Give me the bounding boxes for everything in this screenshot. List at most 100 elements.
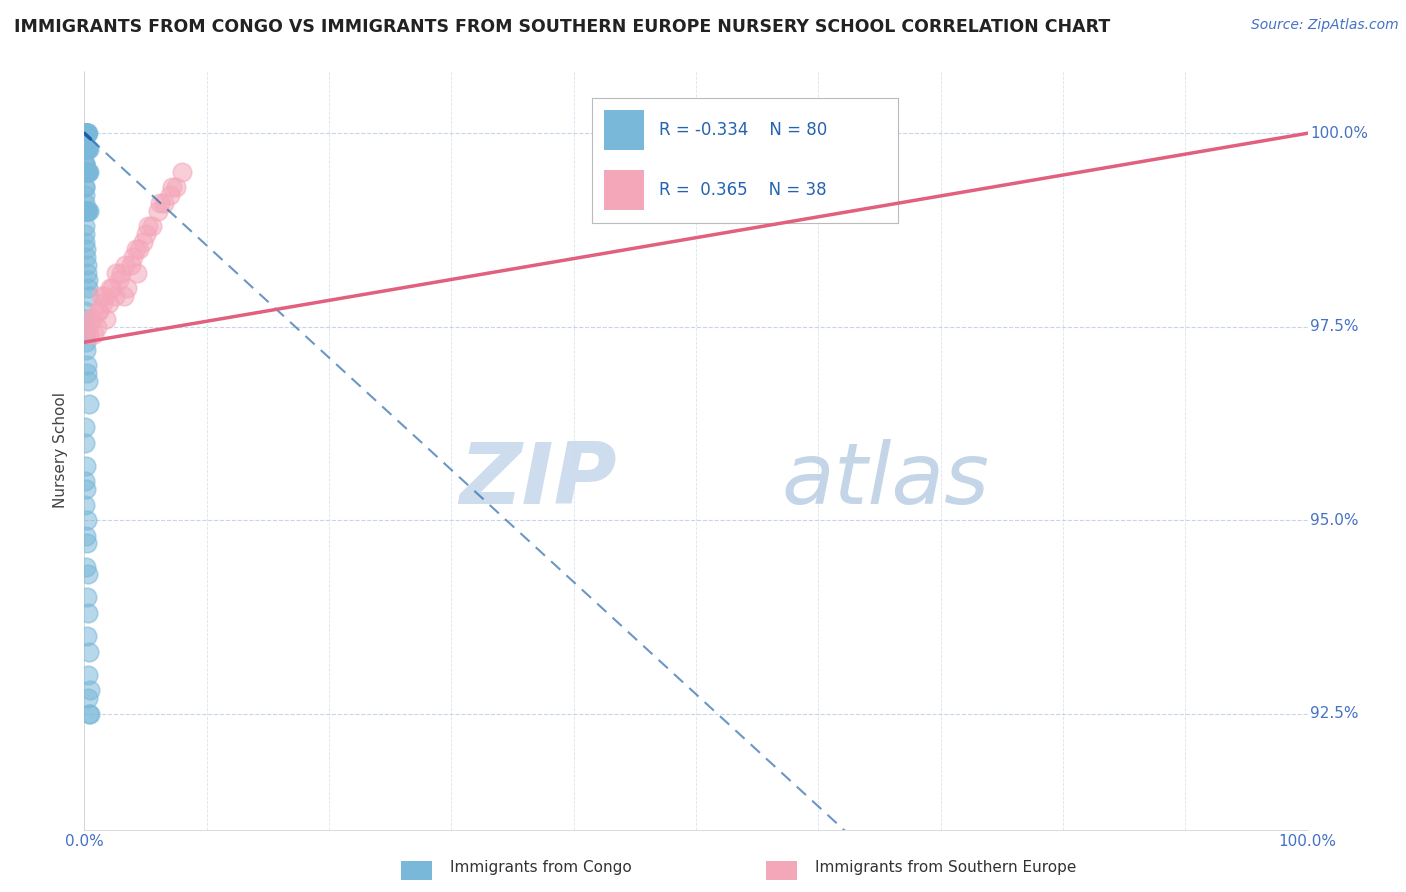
Point — [75, 142, 97, 156]
Point — [125, 266, 148, 280]
Point — [162, 180, 184, 194]
Point — [76, 567, 98, 582]
Point — [141, 219, 163, 233]
Point — [75, 227, 97, 241]
Point — [77, 165, 100, 179]
Point — [153, 195, 176, 210]
Point — [76, 126, 98, 140]
Text: Immigrants from Congo: Immigrants from Congo — [450, 861, 631, 875]
Point — [77, 165, 100, 179]
Point — [75, 142, 97, 156]
Point — [115, 281, 138, 295]
Point — [73, 420, 96, 434]
Point — [114, 258, 136, 272]
Point — [75, 188, 97, 202]
Point — [149, 195, 172, 210]
Point — [79, 683, 101, 698]
Point — [128, 242, 150, 256]
Point — [73, 126, 96, 140]
Point — [76, 203, 98, 218]
Point — [90, 289, 112, 303]
Point — [73, 312, 96, 326]
Point — [83, 327, 105, 342]
Point — [76, 142, 98, 156]
Point — [75, 528, 97, 542]
Point — [73, 157, 96, 171]
Point — [110, 266, 132, 280]
Point — [73, 219, 96, 233]
Point — [87, 304, 110, 318]
Text: atlas: atlas — [782, 439, 990, 523]
Point — [76, 359, 98, 373]
Point — [122, 250, 145, 264]
Point — [77, 397, 100, 411]
Point — [77, 203, 100, 218]
Point — [76, 165, 98, 179]
Point — [75, 242, 97, 256]
Point — [146, 203, 169, 218]
Point — [76, 591, 98, 605]
Point — [96, 312, 118, 326]
Point — [75, 319, 97, 334]
Point — [97, 296, 120, 310]
Point — [73, 180, 96, 194]
Text: 92.5%: 92.5% — [1310, 706, 1358, 721]
Point — [76, 258, 98, 272]
Text: 95.0%: 95.0% — [1310, 513, 1358, 527]
Point — [76, 273, 98, 287]
Point — [76, 203, 98, 218]
Point — [87, 304, 110, 318]
Point — [75, 195, 97, 210]
Point — [76, 142, 98, 156]
Point — [77, 289, 100, 303]
Point — [73, 142, 96, 156]
Point — [77, 327, 100, 342]
Point — [77, 203, 100, 218]
Point — [107, 273, 129, 287]
Point — [165, 180, 187, 194]
Point — [75, 157, 97, 171]
Point — [75, 250, 97, 264]
Point — [101, 281, 124, 295]
Point — [125, 242, 148, 256]
Point — [135, 227, 157, 241]
Point — [77, 645, 100, 659]
Point — [132, 235, 155, 249]
Point — [79, 706, 101, 721]
Point — [76, 266, 98, 280]
Point — [75, 458, 97, 473]
Point — [172, 165, 194, 179]
Point — [75, 165, 97, 179]
Point — [75, 327, 97, 342]
Text: 97.5%: 97.5% — [1310, 319, 1358, 334]
Point — [120, 258, 142, 272]
Point — [105, 266, 128, 280]
Point — [98, 281, 121, 295]
Point — [75, 142, 97, 156]
Point — [77, 706, 100, 721]
Point — [75, 335, 97, 350]
Point — [75, 126, 97, 140]
Point — [91, 296, 114, 310]
Text: IMMIGRANTS FROM CONGO VS IMMIGRANTS FROM SOUTHERN EUROPE NURSERY SCHOOL CORRELAT: IMMIGRANTS FROM CONGO VS IMMIGRANTS FROM… — [14, 18, 1111, 36]
Text: Source: ZipAtlas.com: Source: ZipAtlas.com — [1251, 18, 1399, 32]
Point — [76, 513, 98, 527]
Point — [75, 165, 97, 179]
Point — [75, 203, 97, 218]
Point — [77, 606, 100, 620]
Point — [94, 289, 117, 303]
Point — [136, 219, 159, 233]
Text: Immigrants from Southern Europe: Immigrants from Southern Europe — [815, 861, 1077, 875]
Point — [77, 281, 100, 295]
Point — [159, 188, 181, 202]
Point — [76, 366, 98, 380]
Point — [75, 126, 97, 140]
Point — [75, 165, 97, 179]
Point — [76, 142, 98, 156]
Point — [73, 180, 96, 194]
Text: 100.0%: 100.0% — [1310, 126, 1368, 141]
Point — [73, 304, 96, 318]
Point — [75, 126, 97, 140]
Point — [76, 629, 98, 643]
Point — [82, 312, 104, 326]
